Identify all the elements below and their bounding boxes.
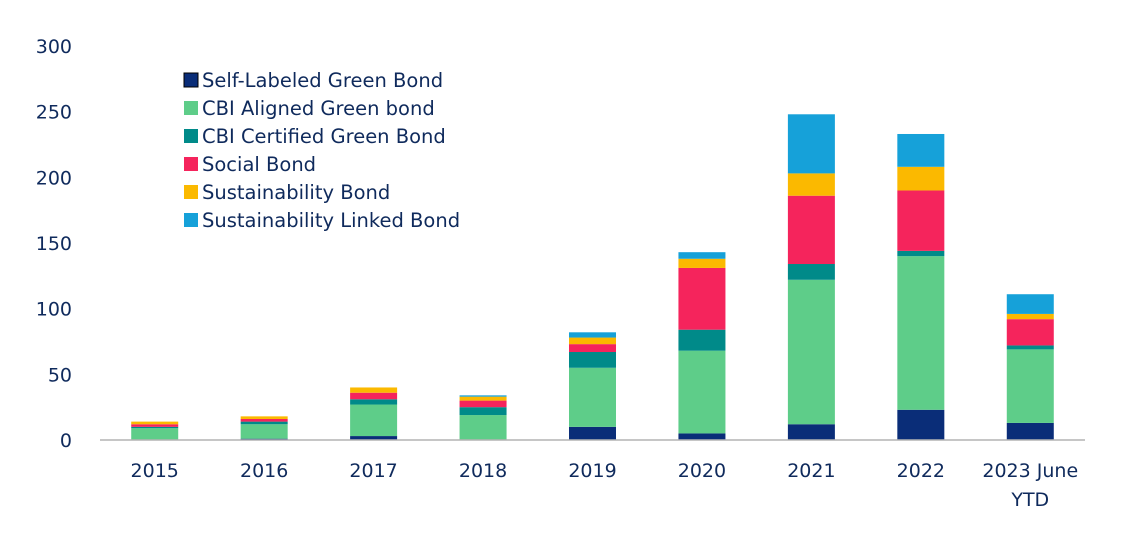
bar-segment bbox=[1006, 345, 1054, 350]
bar-segment bbox=[459, 396, 507, 401]
y-tick-label: 50 bbox=[48, 364, 72, 386]
bar-segment bbox=[350, 392, 398, 400]
bar-segment bbox=[569, 426, 616, 440]
bar-segment bbox=[1006, 422, 1054, 440]
bar-segment bbox=[678, 267, 726, 330]
bar-segment bbox=[1006, 313, 1054, 320]
bar-segment bbox=[131, 421, 179, 425]
legend-label: Self-Labeled Green Bond bbox=[202, 69, 443, 92]
y-tick-label: 300 bbox=[36, 36, 72, 58]
legend-label: Sustainability Linked Bond bbox=[202, 209, 460, 232]
x-tick-label: 2019 bbox=[568, 460, 616, 482]
legend-label: CBI Certified Green Bond bbox=[202, 125, 446, 148]
bar-segment bbox=[569, 352, 616, 368]
bar-segment bbox=[350, 387, 398, 393]
bar-segment bbox=[350, 399, 398, 405]
bars bbox=[131, 114, 1054, 440]
bar-segment bbox=[897, 133, 945, 167]
bar-segment bbox=[569, 337, 616, 345]
x-axis-ticks: 2015 2016 2017 2018 2019 2020 2021 2022 2023 Jun… bbox=[131, 460, 1079, 511]
bar-segment bbox=[678, 433, 726, 440]
bar-segment bbox=[787, 195, 835, 265]
bar-segment bbox=[240, 424, 288, 439]
bar-segment bbox=[678, 258, 726, 268]
bar-segment bbox=[131, 426, 179, 429]
bar-segment bbox=[131, 428, 179, 440]
bar-segment bbox=[897, 250, 945, 257]
bar-segment bbox=[459, 415, 507, 440]
bar-segment bbox=[897, 190, 945, 251]
bar-segment bbox=[240, 418, 288, 422]
x-tick-label: 2017 bbox=[349, 460, 397, 482]
legend-swatch bbox=[184, 185, 198, 199]
bar-segment bbox=[459, 407, 507, 416]
bar-segment bbox=[787, 264, 835, 280]
x-tick-label: 2023 June YTD bbox=[982, 460, 1078, 511]
bar-segment bbox=[1006, 294, 1054, 314]
bar-segment bbox=[569, 332, 616, 338]
y-tick-label: 0 bbox=[60, 430, 72, 452]
x-tick-label: 2016 bbox=[240, 460, 288, 482]
bar-segment bbox=[459, 400, 507, 408]
legend-label: Social Bond bbox=[202, 153, 316, 176]
bar-segment bbox=[1006, 319, 1054, 346]
bar-segment bbox=[897, 409, 945, 440]
y-tick-label: 250 bbox=[36, 102, 72, 124]
legend-label: CBI Aligned Green bond bbox=[202, 97, 435, 120]
bar-segment bbox=[787, 173, 835, 196]
bar-segment bbox=[897, 256, 945, 410]
bar-segment bbox=[240, 421, 288, 425]
x-tick-label: 2020 bbox=[678, 460, 726, 482]
bar-segment bbox=[678, 350, 726, 434]
x-tick-label: 2018 bbox=[459, 460, 507, 482]
legend-swatch bbox=[184, 213, 198, 227]
bar-segment bbox=[787, 424, 835, 440]
bar-segment bbox=[459, 395, 507, 397]
bar-segment bbox=[240, 416, 288, 419]
legend: Self-Labeled Green Bond CBI Aligned Green… bbox=[183, 69, 460, 232]
bar-segment bbox=[131, 424, 179, 427]
bar-segment bbox=[569, 367, 616, 427]
y-axis-ticks: 0 50 100 150 200 250 300 bbox=[36, 36, 72, 452]
bar-segment bbox=[678, 252, 726, 259]
legend-swatch bbox=[184, 157, 198, 171]
bar-segment bbox=[787, 114, 835, 174]
y-tick-label: 100 bbox=[36, 299, 72, 321]
x-tick-label: 2021 bbox=[787, 460, 835, 482]
bar-segment bbox=[350, 404, 398, 437]
legend-swatch bbox=[184, 129, 198, 143]
legend-label: Sustainability Bond bbox=[202, 181, 390, 204]
bar-segment bbox=[897, 166, 945, 191]
bar-segment bbox=[350, 436, 398, 440]
y-tick-label: 200 bbox=[36, 167, 72, 189]
bar-segment bbox=[678, 329, 726, 351]
x-tick-label: 2022 bbox=[897, 460, 945, 482]
bar-segment bbox=[1006, 349, 1054, 423]
y-tick-label: 150 bbox=[36, 233, 72, 255]
legend-swatch bbox=[183, 72, 199, 88]
bar-segment bbox=[569, 344, 616, 353]
x-tick-label: 2015 bbox=[131, 460, 179, 482]
bar-segment bbox=[787, 279, 835, 425]
legend-swatch bbox=[184, 101, 198, 115]
